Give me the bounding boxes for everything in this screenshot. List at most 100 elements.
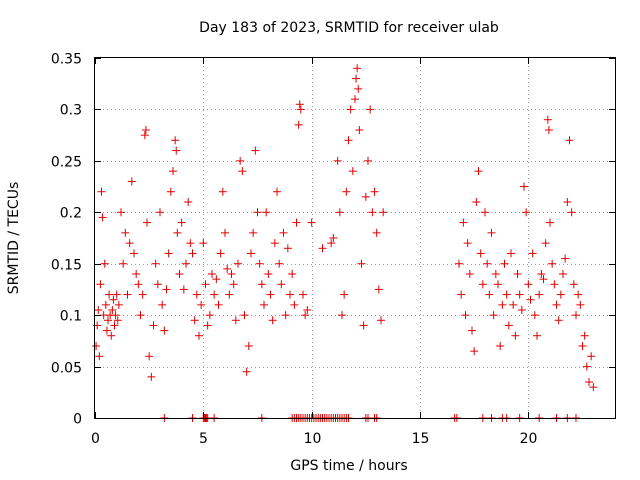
y-tick-label: 0.15 (51, 258, 82, 274)
data-point (537, 270, 546, 278)
data-point (286, 290, 294, 299)
data-point (476, 249, 485, 258)
data-point (565, 136, 574, 145)
data-point (559, 270, 567, 278)
plot-frame (94, 57, 616, 419)
data-point (524, 280, 533, 289)
data-point (264, 270, 273, 278)
data-point (158, 300, 167, 309)
data-point (201, 280, 210, 289)
data-point (589, 383, 598, 392)
data-point (318, 244, 327, 253)
data-point (351, 95, 359, 104)
data-point (195, 331, 203, 340)
data-point (333, 156, 342, 165)
data-point (379, 208, 388, 217)
data-point (266, 290, 275, 299)
data-point (366, 105, 375, 114)
x-tick-label: 15 (412, 431, 430, 447)
data-point (95, 352, 104, 361)
data-point (530, 311, 539, 320)
data-point (496, 342, 505, 350)
data-point (162, 285, 171, 294)
data-point (153, 280, 162, 289)
data-point (171, 136, 180, 145)
data-point (262, 208, 271, 217)
data-point (212, 275, 221, 284)
data-point (539, 275, 548, 284)
data-point (483, 259, 492, 268)
x-tick-label: 10 (304, 431, 322, 447)
data-point (587, 352, 596, 361)
data-point (507, 249, 515, 258)
data-point (463, 239, 472, 248)
data-point (295, 100, 304, 109)
data-point (374, 285, 383, 294)
data-point (257, 280, 266, 289)
data-point (290, 300, 299, 309)
data-point (260, 300, 268, 309)
data-point (283, 244, 292, 253)
data-point (277, 280, 286, 289)
data-point (574, 290, 583, 299)
data-point (114, 300, 123, 309)
y-axis-ticks: 0 0.05 0.1 0.15 0.2 0.25 0.3 0.35 (51, 52, 615, 428)
data-point (288, 270, 297, 278)
data-point (340, 290, 349, 299)
data-point (338, 311, 346, 320)
x-tick-label: 5 (199, 431, 208, 447)
data-point (107, 331, 116, 340)
data-point (208, 270, 216, 278)
data-point (166, 187, 175, 196)
data-point (130, 249, 138, 258)
data-point (364, 156, 372, 165)
data-point (354, 84, 363, 93)
data-point (225, 290, 234, 299)
x-axis-label: GPS time / hours (290, 458, 407, 474)
data-point (102, 326, 111, 335)
data-point (119, 259, 128, 268)
data-point (240, 311, 249, 320)
data-point (474, 167, 483, 176)
data-point (377, 316, 385, 325)
data-point (550, 280, 559, 289)
data-point (528, 249, 537, 258)
data-point (509, 300, 518, 309)
data-point (247, 249, 255, 258)
data-point (307, 218, 316, 227)
data-point (275, 259, 284, 268)
data-point (548, 259, 557, 268)
data-point (238, 167, 247, 176)
data-point (457, 290, 466, 299)
data-point (132, 270, 141, 278)
data-point (515, 290, 524, 299)
data-point (143, 218, 151, 227)
data-point (141, 126, 150, 134)
data-point (544, 126, 553, 134)
data-point (546, 218, 554, 227)
data-point (218, 187, 227, 196)
data-point (361, 192, 370, 201)
data-point (554, 316, 563, 325)
data-point (216, 249, 225, 258)
data-point (494, 280, 502, 289)
data-point (197, 300, 206, 309)
data-point (125, 239, 134, 248)
data-point (368, 208, 377, 217)
data-point (344, 136, 353, 145)
y-tick-label: 0.2 (60, 206, 82, 222)
data-point (249, 228, 258, 237)
data-point (472, 198, 481, 206)
data-point (359, 321, 368, 330)
data-point (192, 290, 201, 299)
grid-lines (95, 58, 615, 418)
data-point (123, 290, 132, 299)
data-point (348, 167, 357, 176)
data-point (227, 270, 236, 278)
data-point (136, 311, 145, 320)
data-point (234, 259, 242, 268)
data-point (582, 362, 591, 371)
data-point (355, 126, 364, 134)
data-point (199, 239, 208, 248)
data-point (576, 300, 585, 309)
